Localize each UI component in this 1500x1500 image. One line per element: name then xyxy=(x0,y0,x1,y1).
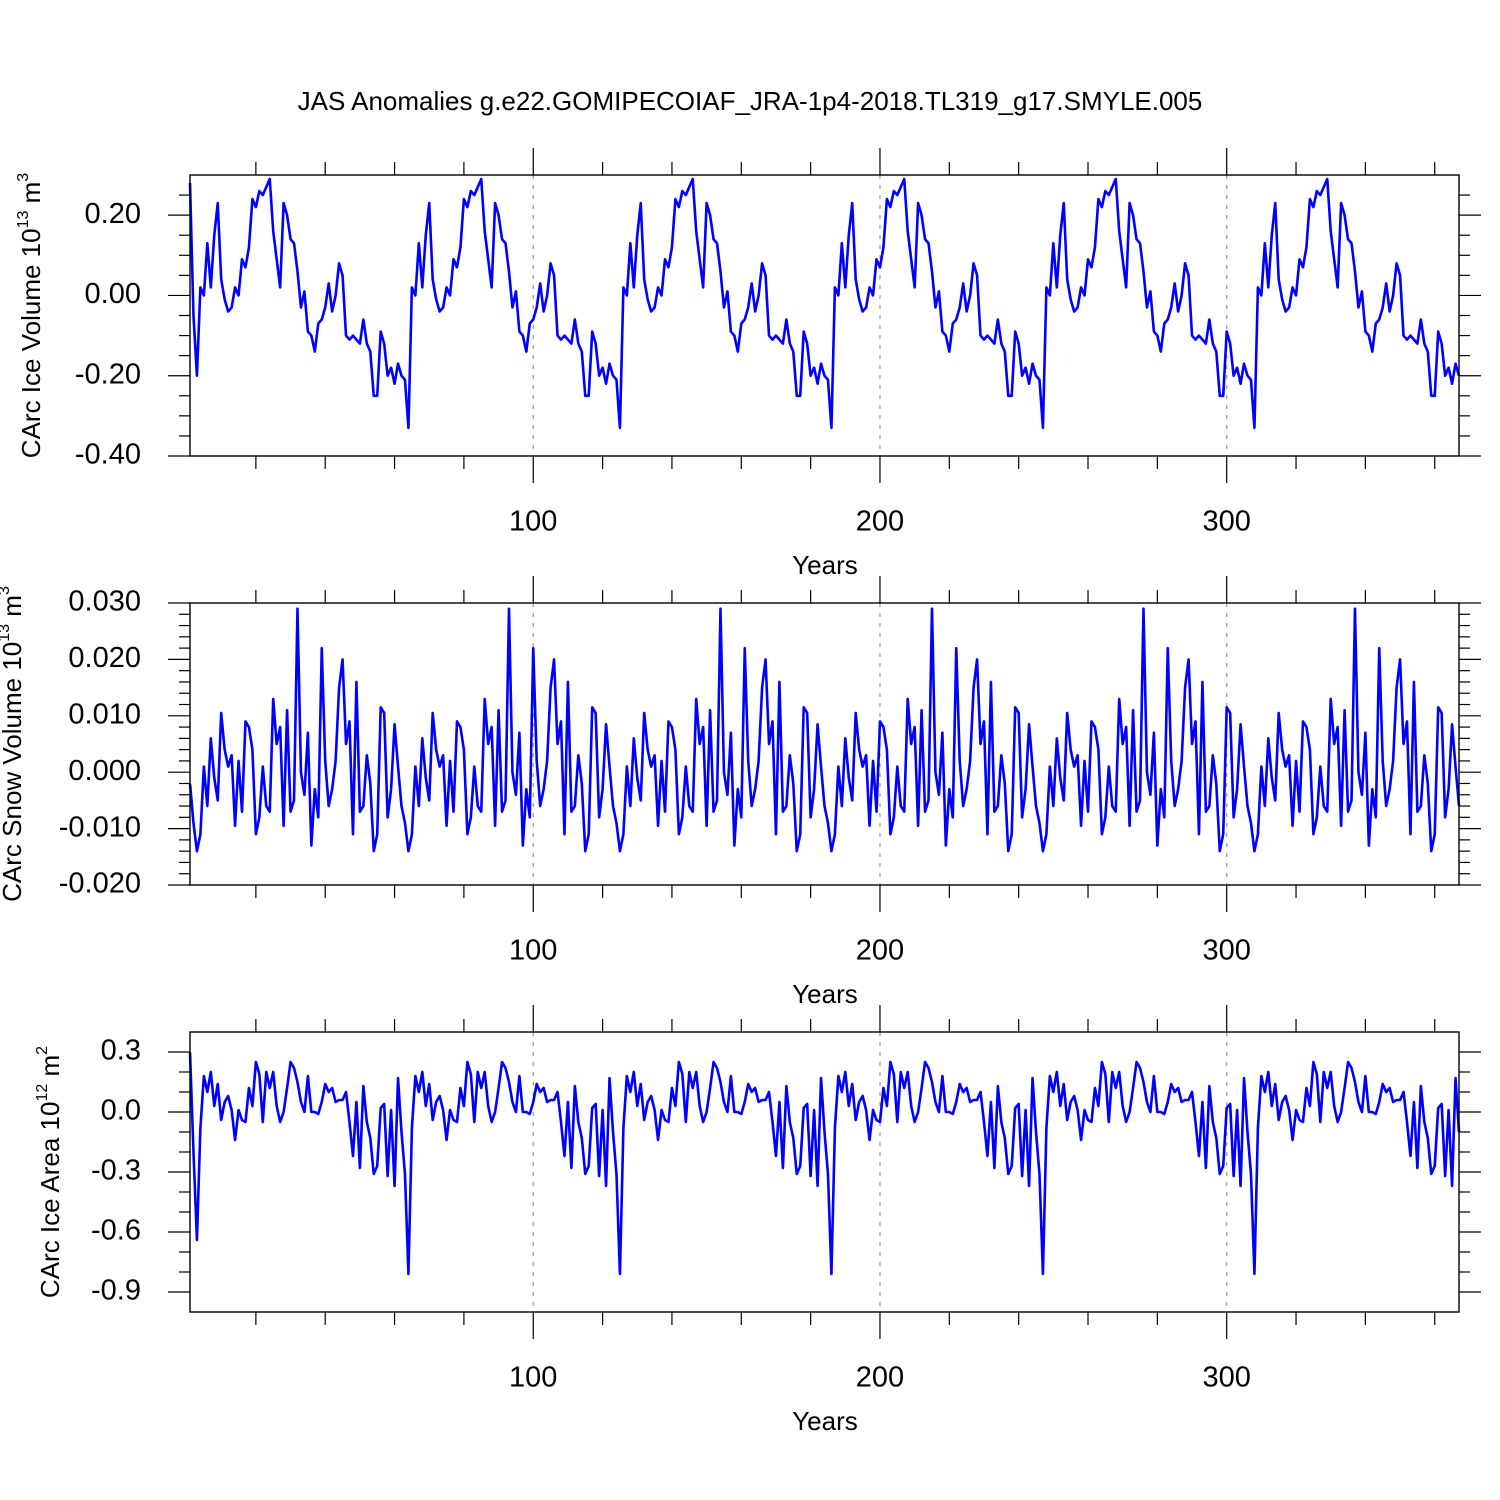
y-axis-label-part: CArc Ice Area 10 xyxy=(35,1102,65,1299)
y-tick-label: 0.010 xyxy=(68,698,141,730)
y-axis-label-superscript: 13 xyxy=(0,624,13,642)
panel: 100 200 300 -0.40 -0.20 0.00 0.20 Years CArc Ice… xyxy=(15,148,1481,580)
y-tick-label: 0.020 xyxy=(68,642,141,674)
y-tick-label: 0.000 xyxy=(68,755,141,787)
data-line xyxy=(188,177,1461,430)
plot-frame xyxy=(189,1031,1460,1313)
x-axis-label: Years xyxy=(792,550,858,580)
y-tick-label: -0.20 xyxy=(75,358,141,390)
panel: 100 200 300 -0.020 -0.010 0.000 0.010 0.020 0.03… xyxy=(0,576,1481,1009)
y-axis-label: CArc Snow Volume 1013 m3 xyxy=(0,586,27,902)
y-tick-label: 0.20 xyxy=(85,198,141,230)
y-tick-label: -0.3 xyxy=(91,1155,141,1187)
x-tick-label: 200 xyxy=(856,1362,904,1394)
y-axis-label: CArc Ice Volume 1013 m3 xyxy=(15,173,46,458)
x-tick-label: 300 xyxy=(1203,506,1251,538)
y-tick-label: -0.9 xyxy=(91,1275,141,1307)
x-tick-label: 300 xyxy=(1203,935,1251,967)
y-axis-label-superscript: 3 xyxy=(15,173,32,182)
data-line xyxy=(188,607,1461,853)
y-axis-label-superscript: 12 xyxy=(34,1084,51,1102)
x-axis-label: Years xyxy=(792,979,858,1009)
x-axis-label: Years xyxy=(792,1406,858,1436)
y-axis-label: CArc Ice Area 1012 m2 xyxy=(34,1046,65,1298)
y-axis-label-part: m xyxy=(0,595,27,624)
y-tick-label: -0.020 xyxy=(59,868,141,900)
figure-title: JAS Anomalies g.e22.GOMIPECOIAF_JRA-1p4-… xyxy=(298,86,1203,116)
data-line xyxy=(188,1051,1461,1276)
y-tick-label: 0.3 xyxy=(101,1035,141,1067)
y-axis-label-superscript: 3 xyxy=(0,586,13,595)
y-tick-label: 0.00 xyxy=(85,278,141,310)
y-axis-label-superscript: 2 xyxy=(34,1046,51,1055)
y-axis-label-part: CArc Ice Volume 10 xyxy=(16,228,46,458)
x-tick-label: 200 xyxy=(856,935,904,967)
y-axis-label-part: m xyxy=(35,1055,65,1084)
x-tick-label: 100 xyxy=(509,935,557,967)
x-tick-label: 100 xyxy=(509,1362,557,1394)
y-tick-label: -0.6 xyxy=(91,1215,141,1247)
y-tick-label: 0.0 xyxy=(101,1095,141,1127)
plot-frame xyxy=(189,174,1460,457)
x-tick-label: 200 xyxy=(856,506,904,538)
y-axis-label-part: m xyxy=(16,182,46,211)
panel: 100 200 300 -0.9 -0.6 -0.3 0.0 0.3 Years CArc Ice… xyxy=(34,1005,1481,1436)
y-axis-label-part: CArc Snow Volume 10 xyxy=(0,642,27,902)
y-tick-label: -0.40 xyxy=(75,439,141,471)
y-tick-label: -0.010 xyxy=(59,811,141,843)
x-tick-label: 100 xyxy=(509,506,557,538)
plot-frame xyxy=(189,602,1460,886)
y-axis-label-superscript: 13 xyxy=(15,211,32,229)
y-tick-label: 0.030 xyxy=(68,586,141,618)
x-tick-label: 300 xyxy=(1203,1362,1251,1394)
